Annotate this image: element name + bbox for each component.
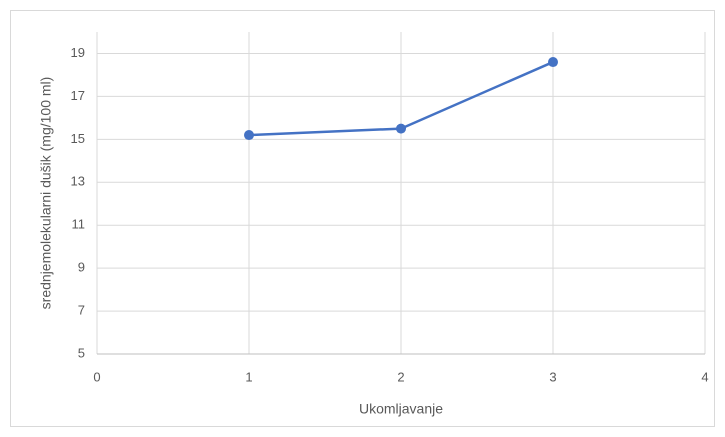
marker bbox=[244, 130, 254, 141]
x-tick-label: 0 bbox=[93, 369, 100, 384]
y-tick-label: 9 bbox=[78, 260, 85, 275]
x-tick-label: 4 bbox=[701, 369, 708, 384]
y-axis-label: srednjemolekularni dušik (mg/100 ml) bbox=[38, 77, 54, 310]
y-tick-label: 5 bbox=[78, 345, 85, 360]
y-tick-label: 11 bbox=[72, 217, 86, 232]
x-tick-label: 1 bbox=[245, 369, 252, 384]
y-tick-label: 13 bbox=[71, 174, 85, 189]
x-tick-label: 2 bbox=[397, 369, 404, 384]
y-tick-label: 7 bbox=[78, 303, 85, 318]
chart-border bbox=[10, 10, 715, 427]
y-tick-label: 17 bbox=[71, 88, 85, 103]
y-tick-label: 15 bbox=[71, 131, 85, 146]
x-tick-label: 3 bbox=[549, 369, 556, 384]
marker bbox=[396, 123, 406, 134]
x-axis-label: Ukomljavanje bbox=[359, 401, 443, 417]
marker bbox=[548, 57, 558, 68]
y-tick-label: 19 bbox=[71, 45, 85, 60]
